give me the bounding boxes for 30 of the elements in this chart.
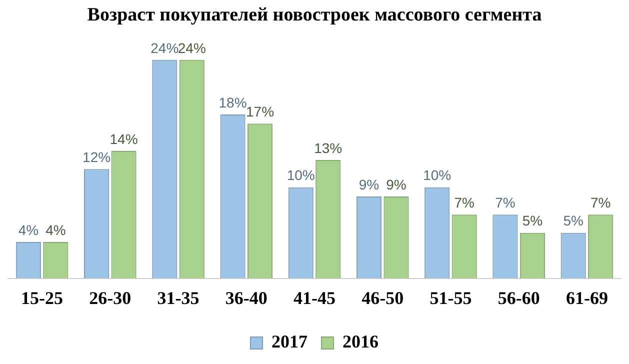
data-label: 9%	[386, 176, 406, 192]
data-label: 10%	[423, 167, 452, 184]
data-label: 5%	[522, 212, 543, 229]
data-label: 4%	[46, 222, 66, 238]
chart-title: Возраст покупателей новостроек массового сегмента	[87, 4, 542, 26]
x-tick-label: 51-55	[430, 288, 472, 308]
data-label: 18%	[218, 94, 247, 110]
legend-label: 2017	[272, 332, 308, 352]
x-tick-label: 61-69	[566, 288, 608, 308]
data-label: 5%	[563, 212, 584, 229]
x-tick-label: 36-40	[225, 288, 268, 308]
data-label: 7%	[495, 194, 516, 211]
data-label: 17%	[246, 103, 274, 120]
data-label: 14%	[110, 130, 138, 147]
data-label: 24%	[150, 40, 179, 56]
data-label: 10%	[286, 167, 315, 184]
legend-label: 2016	[342, 332, 378, 352]
data-label: 7%	[454, 194, 474, 211]
data-label: 7%	[590, 194, 611, 211]
data-label: 9%	[358, 176, 380, 192]
data-label: 4%	[18, 222, 39, 238]
x-tick-label: 15-25	[21, 288, 64, 308]
data-label: 13%	[314, 140, 342, 156]
x-tick-label: 41-45	[294, 288, 336, 308]
x-tick-label: 46-50	[362, 288, 404, 308]
x-tick-label: 26-30	[89, 288, 132, 308]
x-tick-label: 31-35	[157, 288, 200, 308]
x-tick-label: 56-60	[498, 288, 540, 308]
data-label: 12%	[82, 149, 111, 166]
data-label: 24%	[178, 40, 206, 56]
